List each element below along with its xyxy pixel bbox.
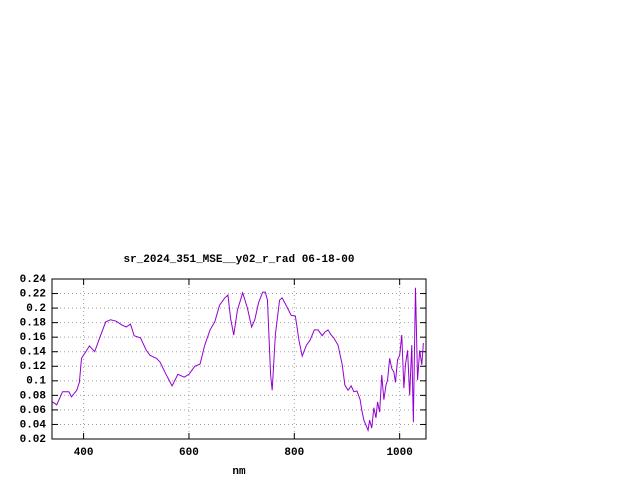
- chart-title: sr_2024_351_MSE__y02_r_rad 06-18-00: [123, 254, 354, 266]
- y-tick-label: 0.18: [20, 318, 47, 330]
- x-tick-label: 1000: [386, 447, 412, 459]
- x-axis-label: nm: [232, 466, 246, 478]
- y-tick-label: 0.06: [20, 405, 46, 417]
- y-tick-label: 0.08: [20, 390, 47, 402]
- y-tick-label: 0.1: [26, 376, 46, 388]
- y-tick-label: 0.02: [20, 434, 46, 446]
- y-tick-label: 0.2: [26, 303, 46, 315]
- x-tick-label: 800: [284, 447, 304, 459]
- plot-border: [51, 278, 427, 440]
- data-line: [52, 287, 424, 433]
- y-tick-label: 0.12: [20, 361, 46, 373]
- y-tick-label: 0.16: [20, 332, 46, 344]
- y-tick-label: 0.14: [20, 347, 47, 359]
- y-tick-label: 0.04: [20, 419, 47, 431]
- y-tick-label: 0.22: [20, 288, 46, 300]
- x-tick-label: 400: [74, 447, 94, 459]
- y-tick-label: 0.24: [20, 274, 47, 286]
- x-tick-label: 600: [179, 447, 199, 459]
